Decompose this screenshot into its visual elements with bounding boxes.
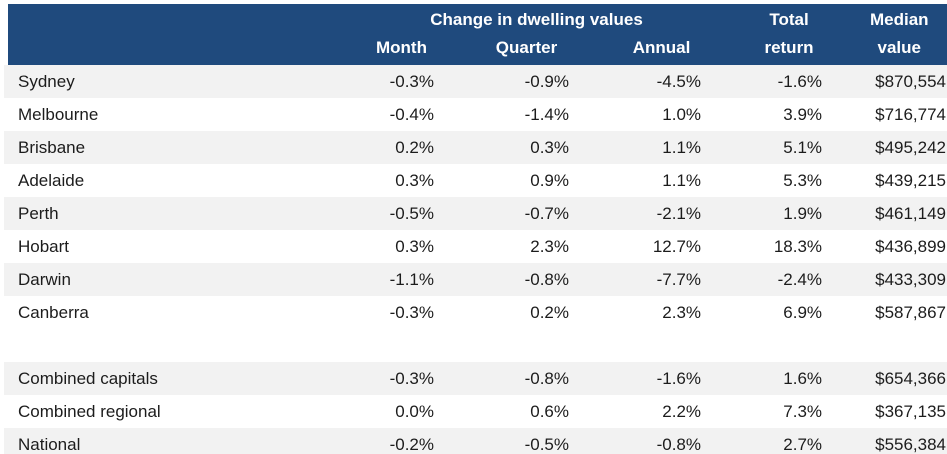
cell-quarter: 2.3% [530, 236, 569, 256]
row-label: Combined regional [18, 401, 161, 421]
cell-quarter: 0.3% [530, 137, 569, 157]
header-row-subcolumns: Month Quarter Annual return value [0, 34, 947, 65]
row-label: Melbourne [18, 104, 99, 124]
cell-total-return: 5.3% [783, 170, 823, 190]
cell-total-return: 1.9% [783, 203, 823, 223]
cell-annual: -0.8% [656, 434, 702, 454]
header-row-group: Change in dwelling values Total Median [0, 4, 947, 34]
cell-quarter: 0.9% [530, 170, 569, 190]
row-label: Adelaide [18, 170, 85, 190]
row-combined-capitals: Combined capitals -0.3% -0.8% -1.6% 1.6%… [4, 362, 947, 395]
row-canberra: Canberra -0.3% 0.2% 2.3% 6.9% $587,867 [4, 296, 947, 329]
cell-median-value: $556,384 [875, 434, 947, 454]
cell-total-return: 2.7% [783, 434, 823, 454]
cell-annual: 2.2% [662, 401, 702, 421]
cell-median-value: $870,554 [875, 71, 947, 91]
cell-annual: -7.7% [656, 269, 702, 289]
cell-total-return: 5.1% [783, 137, 823, 157]
cell-total-return: -2.4% [777, 269, 823, 289]
row-label: Darwin [18, 269, 71, 289]
cell-median-value: $461,149 [875, 203, 947, 223]
cell-total-return: 7.3% [783, 401, 823, 421]
row-label: Canberra [18, 302, 89, 322]
cell-median-value: $587,867 [875, 302, 947, 322]
cell-month: -1.1% [389, 269, 434, 289]
cell-month: 0.3% [395, 170, 434, 190]
spacer-row [4, 329, 947, 362]
row-brisbane: Brisbane 0.2% 0.3% 1.1% 5.1% $495,242 [4, 131, 947, 164]
row-adelaide: Adelaide 0.3% 0.9% 1.1% 5.3% $439,215 [4, 164, 947, 197]
cell-quarter: -0.9% [524, 71, 569, 91]
cell-quarter: -0.8% [524, 368, 569, 388]
cell-month: -0.3% [389, 302, 434, 322]
cell-quarter: -0.7% [524, 203, 569, 223]
cell-total-return: 18.3% [773, 236, 823, 256]
dwelling-values-table: Change in dwelling values Total Median M… [0, 4, 947, 454]
row-label: National [18, 434, 81, 454]
cell-month: -0.3% [389, 368, 434, 388]
spacer-cell [4, 329, 947, 362]
table-header: Change in dwelling values Total Median M… [0, 4, 947, 65]
row-label: Brisbane [18, 137, 86, 157]
row-perth: Perth -0.5% -0.7% -2.1% 1.9% $461,149 [4, 197, 947, 230]
cell-median-value: $439,215 [875, 170, 947, 190]
cell-median-value: $654,366 [875, 368, 947, 388]
cell-median-value: $367,135 [875, 401, 947, 421]
cell-annual: 1.1% [662, 137, 702, 157]
cell-quarter: -1.4% [524, 104, 569, 124]
header-month: Month [344, 34, 459, 65]
header-total-line1: Total [729, 4, 850, 34]
row-sydney: Sydney -0.3% -0.9% -4.5% -1.6% $870,554 [4, 65, 947, 98]
header-label-spacer [0, 4, 344, 34]
row-combined-regional: Combined regional 0.0% 0.6% 2.2% 7.3% $3… [4, 395, 947, 428]
cell-annual: -1.6% [656, 368, 702, 388]
row-label: Perth [18, 203, 59, 223]
cell-total-return: 3.9% [783, 104, 823, 124]
row-national: National -0.2% -0.5% -0.8% 2.7% $556,384 [4, 428, 947, 454]
cell-annual: 2.3% [662, 302, 702, 322]
cell-annual: -4.5% [656, 71, 702, 91]
cell-quarter: 0.2% [530, 302, 569, 322]
row-melbourne: Melbourne -0.4% -1.4% 1.0% 3.9% $716,774 [4, 98, 947, 131]
row-label: Sydney [18, 71, 75, 91]
cell-median-value: $495,242 [875, 137, 947, 157]
cell-quarter: -0.8% [524, 269, 569, 289]
cell-quarter: 0.6% [530, 401, 569, 421]
header-group-change-in-dwelling-values: Change in dwelling values [344, 4, 730, 34]
cell-total-return: 1.6% [783, 368, 823, 388]
cell-median-value: $433,309 [875, 269, 947, 289]
cell-month: 0.0% [395, 401, 434, 421]
cell-total-return: 6.9% [783, 302, 823, 322]
header-median-line2: value [849, 34, 947, 65]
cell-month: -0.2% [389, 434, 434, 454]
cell-month: -0.5% [389, 203, 434, 223]
row-hobart: Hobart 0.3% 2.3% 12.7% 18.3% $436,899 [4, 230, 947, 263]
row-label: Hobart [18, 236, 70, 256]
cell-annual: -2.1% [656, 203, 702, 223]
header-annual: Annual [594, 34, 730, 65]
header-total-line2: return [729, 34, 850, 65]
cell-median-value: $436,899 [875, 236, 947, 256]
cell-median-value: $716,774 [875, 104, 947, 124]
header-label-spacer [0, 34, 344, 65]
cell-month: -0.3% [389, 71, 434, 91]
cell-total-return: -1.6% [777, 71, 823, 91]
cell-quarter: -0.5% [524, 434, 569, 454]
cell-annual: 1.1% [662, 170, 702, 190]
header-median-line1: Median [849, 4, 947, 34]
table-body: Sydney -0.3% -0.9% -4.5% -1.6% $870,554 … [4, 65, 947, 454]
cell-month: 0.3% [395, 236, 434, 256]
cell-month: 0.2% [395, 137, 434, 157]
row-darwin: Darwin -1.1% -0.8% -7.7% -2.4% $433,309 [4, 263, 947, 296]
cell-annual: 1.0% [662, 104, 702, 124]
row-label: Combined capitals [18, 368, 158, 388]
cell-month: -0.4% [389, 104, 434, 124]
cell-annual: 12.7% [652, 236, 702, 256]
header-quarter: Quarter [459, 34, 594, 65]
